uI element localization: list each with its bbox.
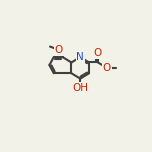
Text: O: O xyxy=(103,63,111,73)
Text: O: O xyxy=(94,48,102,58)
Text: O: O xyxy=(55,45,63,55)
Text: N: N xyxy=(76,52,84,62)
Text: OH: OH xyxy=(72,83,88,93)
